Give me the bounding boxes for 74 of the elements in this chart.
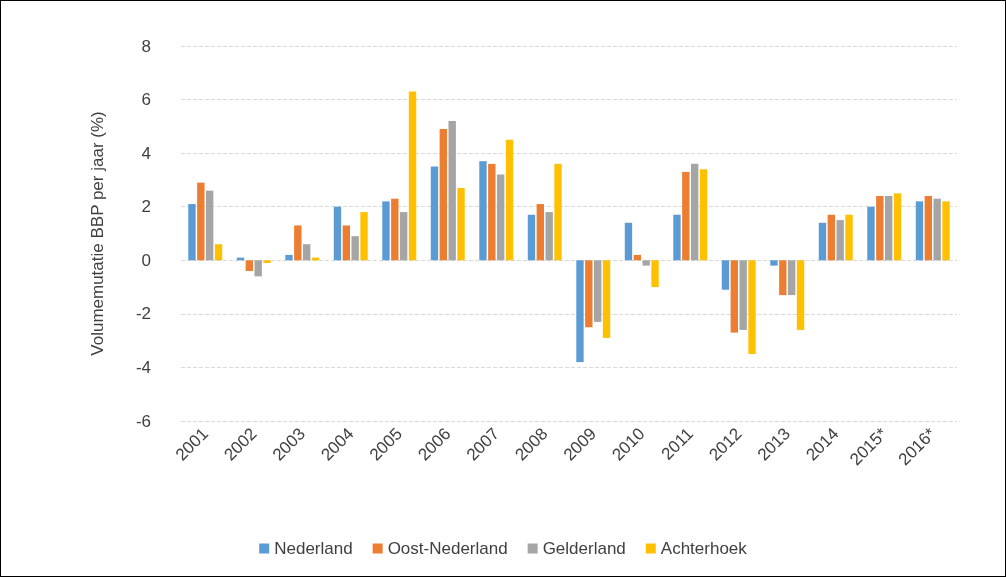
- bar: [430, 166, 439, 261]
- bar: [876, 196, 884, 261]
- bar: [942, 201, 950, 261]
- bar: [624, 222, 633, 261]
- bar: [351, 236, 359, 261]
- legend-label: Oost-Nederland: [387, 539, 508, 558]
- bar: [448, 121, 456, 261]
- bar: [214, 244, 223, 261]
- bar: [827, 214, 836, 261]
- bar: [188, 204, 196, 261]
- bar: [884, 196, 893, 261]
- bar: [536, 204, 545, 261]
- y-tick-label: 8: [141, 36, 151, 56]
- bar: [527, 214, 536, 261]
- y-axis-title: Volumemutatie BBP per jaar (%): [88, 111, 107, 356]
- bar: [479, 161, 487, 261]
- bar: [294, 225, 302, 261]
- legend-label: Gelderland: [542, 539, 626, 558]
- bar: [333, 206, 342, 261]
- bar: [391, 198, 399, 261]
- bar: [836, 220, 844, 261]
- bar: [593, 260, 602, 322]
- bar: [779, 260, 787, 296]
- bar: [197, 182, 205, 261]
- bar: [360, 212, 368, 261]
- bar: [245, 260, 254, 271]
- bar: [505, 139, 514, 261]
- bar: [721, 260, 730, 290]
- bar: [545, 212, 553, 261]
- bar: [915, 201, 924, 261]
- y-tick-label: 2: [141, 197, 151, 217]
- bar: [408, 91, 417, 261]
- bar: [263, 260, 271, 263]
- y-tick-label: -2: [135, 304, 151, 324]
- bar: [285, 254, 293, 261]
- y-tick-label: 0: [141, 250, 151, 270]
- legend-label: Achterhoek: [660, 539, 748, 558]
- bar: [796, 260, 805, 330]
- bar: [576, 260, 584, 363]
- bar: [602, 260, 611, 338]
- bar: [893, 193, 902, 261]
- bar: [867, 206, 875, 261]
- bar: [770, 260, 778, 266]
- legend-label: Nederland: [274, 539, 353, 558]
- bar: [205, 190, 214, 261]
- bar: [699, 169, 708, 261]
- bar: [787, 260, 796, 296]
- bar: [496, 174, 505, 261]
- bar: [933, 198, 941, 261]
- bar: [690, 163, 699, 261]
- bar: [554, 163, 562, 261]
- bar: [457, 187, 465, 261]
- bar: [818, 222, 827, 261]
- y-tick-label: 4: [141, 143, 151, 163]
- bar: [382, 201, 390, 261]
- y-tick-label: 6: [141, 90, 151, 110]
- bar: [924, 196, 933, 261]
- bar: [439, 129, 448, 261]
- bar: [342, 225, 351, 261]
- bar: [254, 260, 262, 277]
- bar: [673, 214, 681, 261]
- bar: [748, 260, 756, 355]
- y-tick-label: -4: [135, 357, 151, 377]
- bar: [302, 244, 311, 261]
- bar: [739, 260, 747, 330]
- y-tick-label: -6: [135, 411, 151, 431]
- bar: [488, 163, 496, 261]
- bar: [682, 171, 690, 261]
- bar: [399, 212, 408, 261]
- bar: [730, 260, 739, 333]
- bar: [651, 260, 659, 288]
- bar: [642, 260, 650, 266]
- bar: [585, 260, 593, 328]
- bar: [845, 214, 853, 261]
